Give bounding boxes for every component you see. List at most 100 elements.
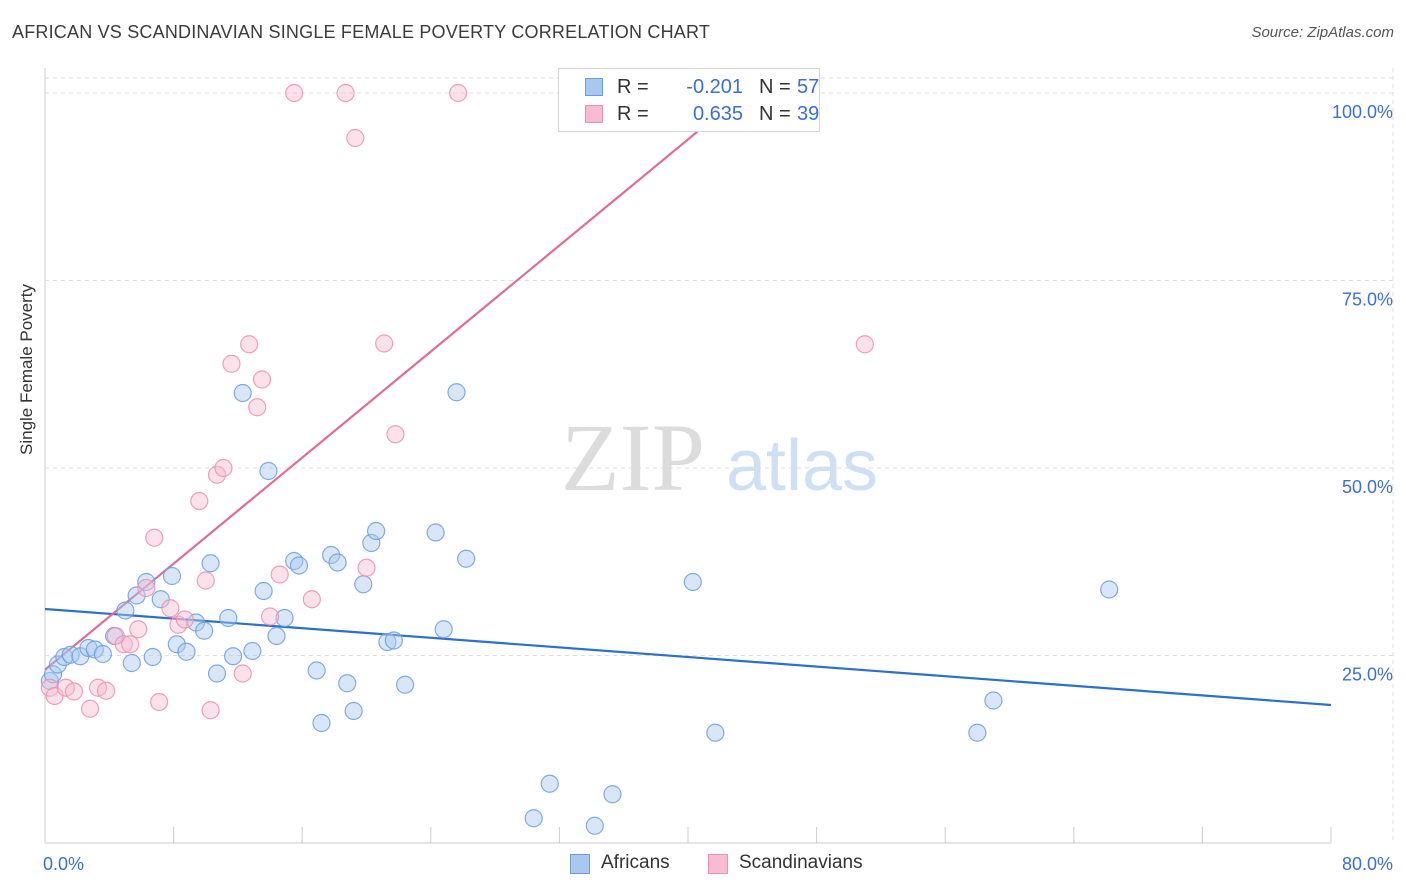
n-value: 57 <box>797 76 820 98</box>
correlation-legend: R = -0.201 N = 57 R = 0.635 N = 39 <box>558 68 820 132</box>
x-tick-label-max: 80.0% <box>1342 854 1393 874</box>
trendlines <box>44 92 1332 707</box>
legend-label-scandinavians: Scandinavians <box>739 852 863 873</box>
africans-point <box>322 545 341 565</box>
scandinavians-point <box>233 664 252 683</box>
africans-point <box>984 691 1003 710</box>
data-points <box>40 83 1119 835</box>
africans-point <box>706 723 725 742</box>
africans-point <box>48 655 67 674</box>
africans-point <box>540 774 559 793</box>
tick-labels: 25.0% 50.0% 75.0% 100.0% 0.0% 80.0% <box>43 102 1393 874</box>
scandinavians-point <box>114 635 133 654</box>
africans-point <box>243 641 262 661</box>
scandinavians-point <box>175 610 194 629</box>
n-label: N = <box>759 103 791 125</box>
n-label: N = <box>759 76 791 98</box>
africans-point <box>968 723 987 742</box>
africans-point <box>384 631 403 650</box>
scandinavians-swatch <box>585 105 603 123</box>
africans-point <box>233 383 252 403</box>
scandinavians-point <box>64 682 84 701</box>
africans-point <box>219 608 238 628</box>
africans-trendline <box>44 607 1332 707</box>
africans-swatch <box>570 854 590 874</box>
africans-point <box>354 575 373 594</box>
n-value: 39 <box>797 103 820 125</box>
scandinavians-point <box>190 491 209 511</box>
scandinavians-point <box>207 465 227 484</box>
scandinavians-point <box>270 565 289 584</box>
scandinavians-point <box>285 83 304 103</box>
scandinavians-point <box>80 699 100 718</box>
r-value: -0.201 <box>686 76 743 98</box>
scandinavians-point <box>145 528 164 547</box>
scandinavians-trendline <box>44 92 745 671</box>
gridlines <box>45 68 1394 843</box>
scandinavians-point <box>96 681 116 700</box>
watermark-zip: ZIP <box>561 404 705 511</box>
scandinavians-point <box>137 578 156 598</box>
africans-point <box>254 581 273 601</box>
africans-point <box>603 785 622 804</box>
africans-point <box>201 554 220 573</box>
africans-point <box>223 647 243 666</box>
africans-point <box>328 553 347 572</box>
r-label: R = <box>617 76 649 98</box>
africans-point <box>395 675 415 694</box>
africans-point <box>434 620 453 639</box>
scandinavians-point <box>302 590 321 609</box>
y-tick-label: 75.0% <box>1342 290 1393 310</box>
africans-point <box>195 621 214 640</box>
africans-point <box>137 572 156 592</box>
africans-point <box>367 521 386 541</box>
africans-point <box>167 635 186 654</box>
africans-point <box>447 383 466 402</box>
axes <box>44 68 1332 844</box>
scandinavians-point <box>214 458 233 478</box>
scandinavians-point <box>161 599 180 618</box>
africans-point <box>162 566 182 586</box>
africans-point <box>177 642 196 661</box>
africans-point <box>344 701 363 721</box>
africans-point <box>362 533 381 553</box>
scandinavians-point <box>129 620 148 639</box>
scandinavians-point <box>222 354 241 373</box>
africans-point <box>585 816 604 835</box>
x-tick-label-min: 0.0% <box>43 854 84 874</box>
africans-point <box>312 713 331 733</box>
africans-point <box>524 809 543 828</box>
africans-point <box>259 461 278 481</box>
y-tick-label: 50.0% <box>1342 477 1393 497</box>
scandinavians-point <box>346 128 365 148</box>
legend-label-africans: Africans <box>601 852 670 873</box>
africans-point <box>116 601 135 620</box>
africans-swatch <box>585 78 603 96</box>
africans-point <box>122 653 141 673</box>
africans-point <box>307 661 326 680</box>
africans-point <box>275 608 294 628</box>
africans-point <box>289 556 309 575</box>
y-tick-label: 100.0% <box>1332 102 1393 122</box>
y-axis-label: Single Female Poverty <box>17 283 36 455</box>
africans-point <box>457 549 476 568</box>
scandinavians-point <box>357 558 376 577</box>
africans-point <box>207 664 227 683</box>
africans-point <box>1100 580 1119 599</box>
africans-point <box>93 644 112 664</box>
africans-point <box>127 586 146 605</box>
scandinavians-point <box>121 635 140 654</box>
scandinavians-point <box>201 701 220 720</box>
africans-point <box>378 632 397 652</box>
scandinavians-point <box>855 335 874 354</box>
scandinavians-point <box>449 83 468 103</box>
scandinavians-point <box>252 370 272 389</box>
source-label: Source: ZipAtlas.com <box>1251 24 1394 41</box>
scandinavians-point <box>260 607 280 626</box>
africans-point <box>338 674 357 693</box>
scandinavians-swatch <box>708 854 728 874</box>
watermark-atlas: atlas <box>726 426 878 506</box>
scandinavians-point <box>386 425 405 444</box>
scandinavians-point <box>336 83 355 103</box>
africans-point <box>426 523 445 542</box>
